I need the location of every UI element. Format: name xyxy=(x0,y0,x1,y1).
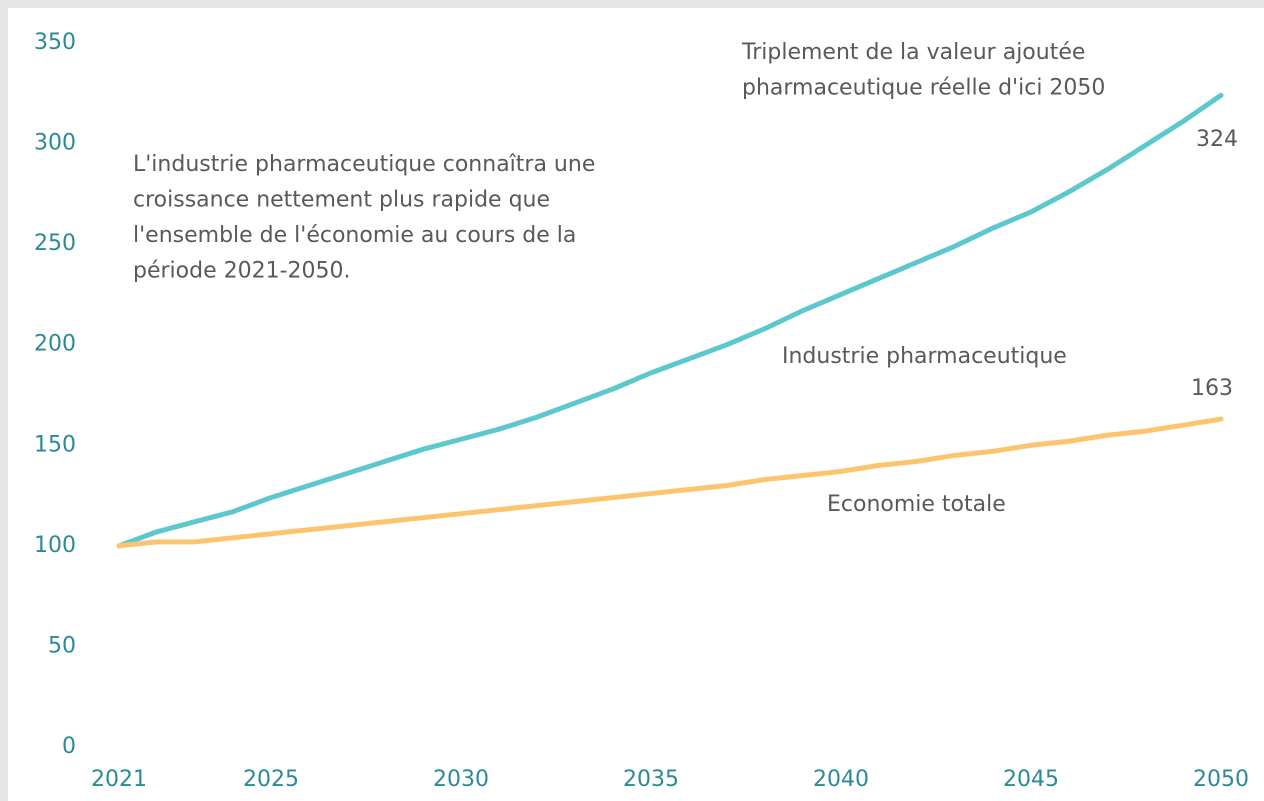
y-tick-label: 0 xyxy=(62,734,76,759)
annotation: croissance nettement plus rapide que xyxy=(133,188,550,213)
y-tick-label: 200 xyxy=(34,332,76,357)
y-tick-label: 150 xyxy=(34,432,76,457)
y-tick-label: 100 xyxy=(34,533,76,558)
value-label: 324 xyxy=(1196,127,1238,152)
x-tick-label: 2045 xyxy=(1003,767,1059,792)
x-tick-label: 2021 xyxy=(91,767,147,792)
annotation: l'ensemble de l'économie au cours de la xyxy=(133,223,576,248)
series-line xyxy=(116,416,1224,549)
x-tick-label: 2050 xyxy=(1193,767,1249,792)
annotation: pharmaceutique réelle d'ici 2050 xyxy=(742,76,1105,101)
y-tick-label: 300 xyxy=(34,131,76,156)
series-line xyxy=(116,92,1224,549)
y-tick-label: 50 xyxy=(48,633,76,658)
value-label: 163 xyxy=(1191,376,1233,401)
y-tick-label: 350 xyxy=(34,30,76,55)
plot-background xyxy=(8,8,1264,801)
x-tick-label: 2035 xyxy=(623,767,679,792)
x-tick-label: 2025 xyxy=(243,767,299,792)
annotation: L'industrie pharmaceutique connaîtra une xyxy=(133,152,595,177)
x-tick-label: 2040 xyxy=(813,767,869,792)
series-label: Industrie pharmaceutique xyxy=(782,344,1067,369)
y-tick-label: 250 xyxy=(34,231,76,256)
series-label: Economie totale xyxy=(827,492,1006,517)
x-tick-label: 2030 xyxy=(433,767,489,792)
annotation: période 2021-2050. xyxy=(133,259,351,284)
annotation: Triplement de la valeur ajoutée xyxy=(741,40,1085,65)
